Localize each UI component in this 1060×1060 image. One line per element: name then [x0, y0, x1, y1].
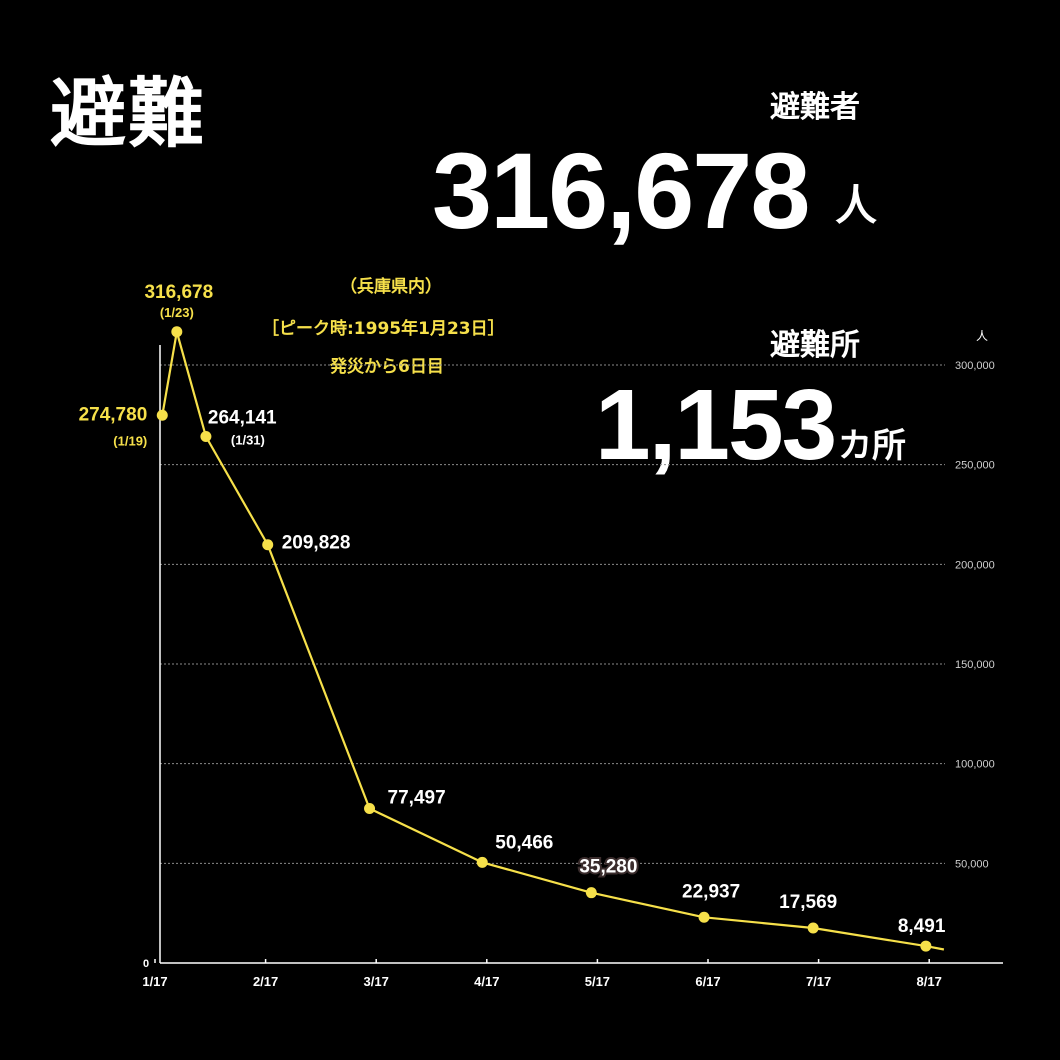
x-tick-label: 8/17: [917, 974, 942, 989]
y-tick-label: 250,000: [955, 460, 995, 472]
data-value-label: 209,828: [282, 533, 351, 554]
note-day-count: 発災から6日目: [330, 357, 444, 377]
data-point: [364, 803, 376, 815]
page-title: 避難: [50, 69, 206, 158]
x-tick-label: 7/17: [806, 974, 831, 989]
y-tick-label: 50,000: [955, 858, 989, 870]
data-point: [156, 409, 168, 421]
note-peak-date: ［ピーク時:1995年1月23日］: [262, 319, 505, 339]
x-tick-label: 1/17: [142, 974, 167, 989]
data-value-label: 22,937: [682, 881, 740, 902]
y-tick-label: 0: [143, 958, 149, 970]
data-point: [171, 326, 183, 338]
y-tick-label: 150,000: [955, 659, 995, 671]
data-value-label: 274,780: [79, 404, 148, 425]
x-tick-label: 5/17: [585, 974, 610, 989]
y-tick-label: 200,000: [955, 559, 995, 571]
data-value-label: 35,280: [579, 857, 637, 878]
x-tick-label: 3/17: [364, 974, 389, 989]
x-tick-label: 2/17: [253, 974, 278, 989]
y-tick-label: 300,000: [955, 360, 995, 372]
y-unit-label: 人: [976, 329, 988, 343]
data-point: [920, 940, 932, 952]
data-date-label: (1/31): [231, 432, 265, 447]
data-value-label: 264,141: [208, 407, 277, 428]
note-prefecture: （兵庫県内）: [340, 277, 442, 297]
y-tick-label: 100,000: [955, 759, 995, 771]
data-point: [585, 887, 597, 899]
data-value-label: 8,491: [898, 916, 946, 937]
shelters-value: 1,153: [595, 369, 837, 481]
data-point: [476, 856, 488, 868]
x-tick-label: 6/17: [695, 974, 720, 989]
data-value-label: 316,678: [144, 282, 213, 303]
data-date-label: (1/23): [160, 305, 194, 320]
shelters-label: 避難所: [770, 328, 860, 363]
evacuees-value: 316,678: [432, 130, 810, 251]
evacuees-unit: 人: [835, 181, 878, 230]
data-point: [807, 922, 819, 934]
data-point: [200, 430, 212, 442]
evacuee-series-line: [161, 330, 945, 951]
data-value-label: 50,466: [495, 832, 553, 853]
evacuees-label: 避難者: [770, 90, 860, 125]
data-value-label: 17,569: [779, 892, 837, 913]
data-date-label: (1/19): [113, 433, 147, 448]
x-tick-label: 4/17: [474, 974, 499, 989]
data-value-label: 77,497: [388, 788, 446, 809]
data-point: [262, 539, 274, 551]
data-point: [698, 911, 710, 923]
shelters-unit: カ所: [838, 426, 906, 466]
